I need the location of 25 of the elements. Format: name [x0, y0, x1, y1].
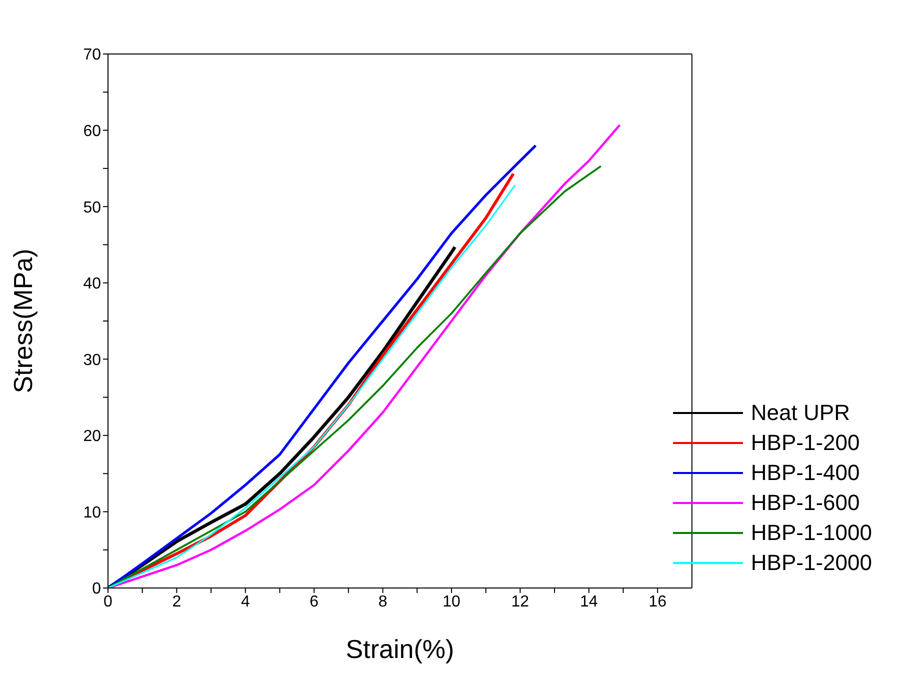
- legend-label: HBP-1-600: [750, 489, 860, 517]
- x-tick-label: 8: [378, 593, 388, 610]
- y-tick-label: 20: [83, 428, 102, 446]
- legend-label: HBP-1-2000: [750, 549, 872, 577]
- x-tick-label: 10: [442, 593, 460, 610]
- y-tick-label: 10: [83, 504, 102, 522]
- x-tick-label: 14: [580, 593, 598, 610]
- y-tick-label: 50: [83, 199, 102, 216]
- y-tick-label: 60: [83, 122, 102, 140]
- x-tick-label: 2: [172, 593, 182, 610]
- legend-label: HBP-1-1000: [750, 519, 872, 547]
- y-tick-label: 70: [83, 46, 102, 64]
- y-tick-label: 0: [92, 580, 102, 598]
- y-tick-label: 30: [83, 352, 102, 369]
- y-tick-label: 40: [83, 276, 102, 293]
- legend-label: Neat UPR: [750, 399, 850, 427]
- x-tick-label: 4: [240, 593, 250, 610]
- x-axis-title: Strain(%): [346, 634, 454, 664]
- x-tick-label: 16: [648, 593, 667, 610]
- x-tick-label: 12: [511, 593, 530, 610]
- y-axis-title: Stress(MPa): [8, 248, 38, 394]
- legend-label: HBP-1-200: [750, 429, 860, 457]
- x-tick-label: 6: [310, 593, 319, 610]
- x-tick-label: 0: [104, 593, 113, 610]
- legend-label: HBP-1-400: [750, 459, 860, 487]
